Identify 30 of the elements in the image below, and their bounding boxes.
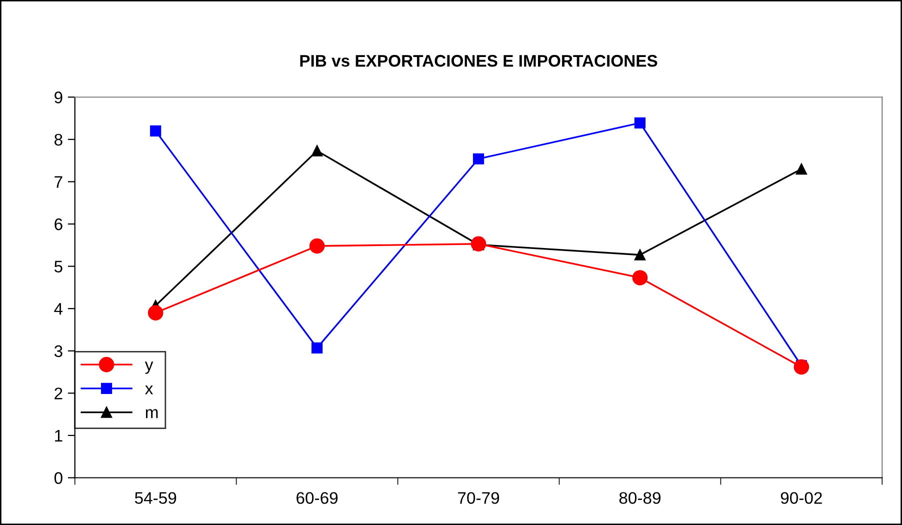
point — [632, 270, 648, 286]
y-tick-label: 5 — [54, 260, 62, 272]
point — [634, 249, 646, 260]
chart-title: PIB vs EXPORTACIONES E IMPORTACIONES — [300, 54, 658, 67]
x-tick-label: 70-79 — [458, 492, 500, 504]
point — [311, 145, 323, 156]
x-tick-label: 60-69 — [296, 492, 338, 504]
y-tick-label: 9 — [54, 92, 62, 104]
x-tick-label: 90-02 — [780, 492, 822, 504]
y-tick-label: 0 — [54, 472, 62, 484]
point — [472, 153, 484, 164]
y-tick-label: 2 — [54, 388, 62, 400]
y-tick-label: 3 — [54, 345, 62, 358]
y-tick-label: 4 — [54, 303, 63, 315]
y-tick-label: 6 — [54, 218, 62, 230]
point — [150, 125, 162, 137]
point — [148, 305, 164, 320]
y-tick-label: 8 — [54, 134, 62, 146]
point — [311, 342, 323, 354]
legend-label: y — [144, 362, 154, 374]
y-tick-label: 1 — [55, 430, 62, 442]
point — [794, 359, 810, 375]
y-tick-label: 7 — [54, 176, 62, 188]
point — [309, 238, 325, 254]
point — [796, 163, 807, 175]
legend-label: x — [145, 385, 154, 394]
x-tick-label: 80-89 — [619, 492, 660, 504]
point — [634, 117, 646, 128]
legend-label: m — [146, 409, 158, 418]
x-tick-label: 54-59 — [134, 492, 176, 504]
